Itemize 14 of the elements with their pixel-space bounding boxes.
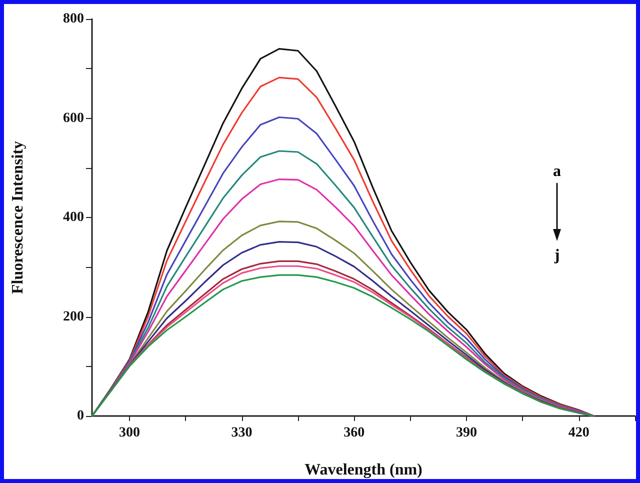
y-tick-label: 600: [63, 110, 84, 126]
y-axis-title: Fluorescence Intensity: [10, 140, 26, 294]
x-tick-label: 360: [344, 426, 365, 440]
x-tick-label: 330: [231, 426, 252, 440]
x-tick-label: 300: [118, 426, 140, 440]
annotation: a: [553, 163, 561, 180]
y-tick-label: 0: [77, 408, 84, 424]
x-tick-label: 420: [568, 426, 590, 440]
y-tick-label: 400: [63, 210, 84, 225]
x-axis-title: Wavelength (nm): [304, 462, 422, 478]
annotation: j: [554, 247, 560, 264]
y-tick-label: 800: [63, 12, 84, 26]
x-tick-label: 390: [456, 426, 477, 440]
y-tick-label: 200: [63, 309, 84, 324]
